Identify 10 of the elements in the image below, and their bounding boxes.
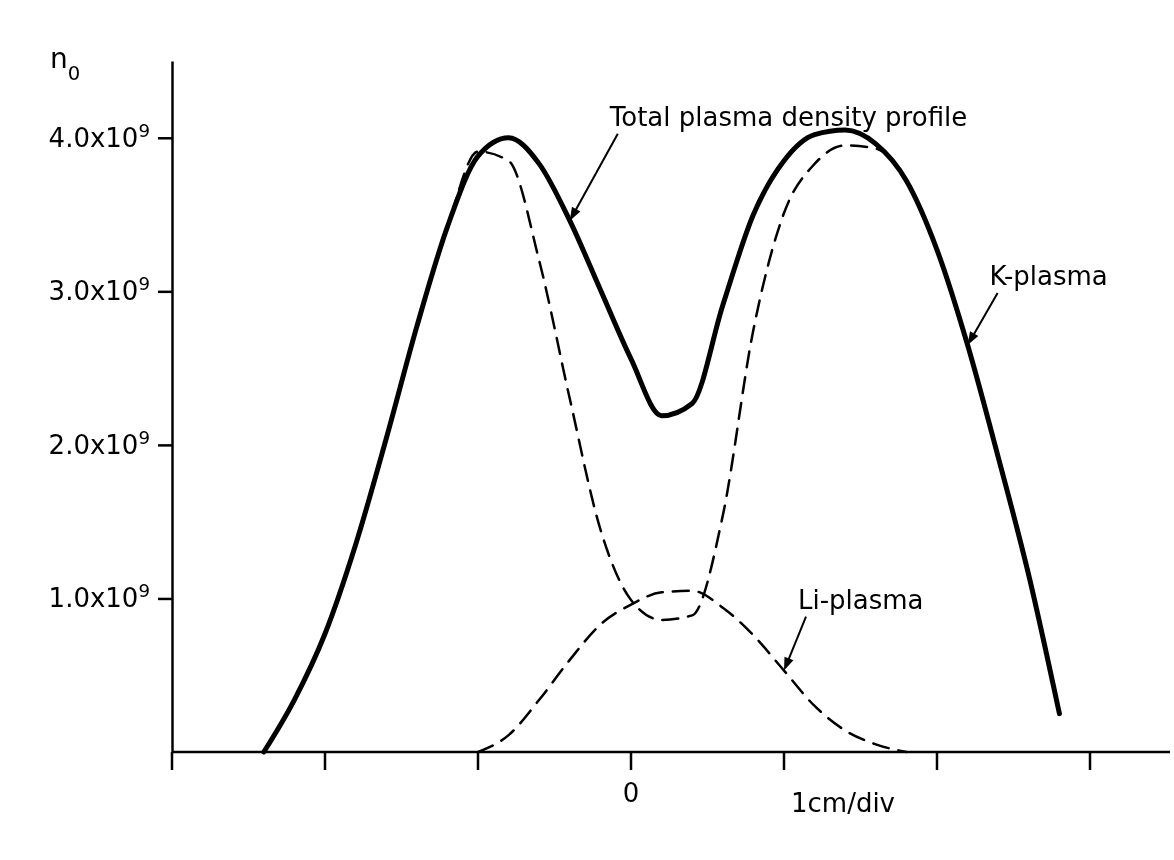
y-tick-label: 3.0x10$^{9}$	[48, 272, 150, 307]
series-label: Total plasma density profile	[608, 101, 968, 132]
y-tick-label: 1.0x10$^{9}$	[48, 579, 150, 614]
y-tick-label: 4.0x10$^{9}$	[48, 119, 150, 153]
x-tick-label: 0	[622, 778, 640, 808]
series-label: K-plasma	[989, 261, 1108, 292]
y-tick-label: 2.0x10$^{9}$	[48, 426, 150, 460]
x-axis-title: 1cm/div	[790, 788, 896, 818]
y-axis-title: n$_{0}$	[50, 42, 81, 85]
series-label: Li-plasma	[798, 584, 924, 615]
